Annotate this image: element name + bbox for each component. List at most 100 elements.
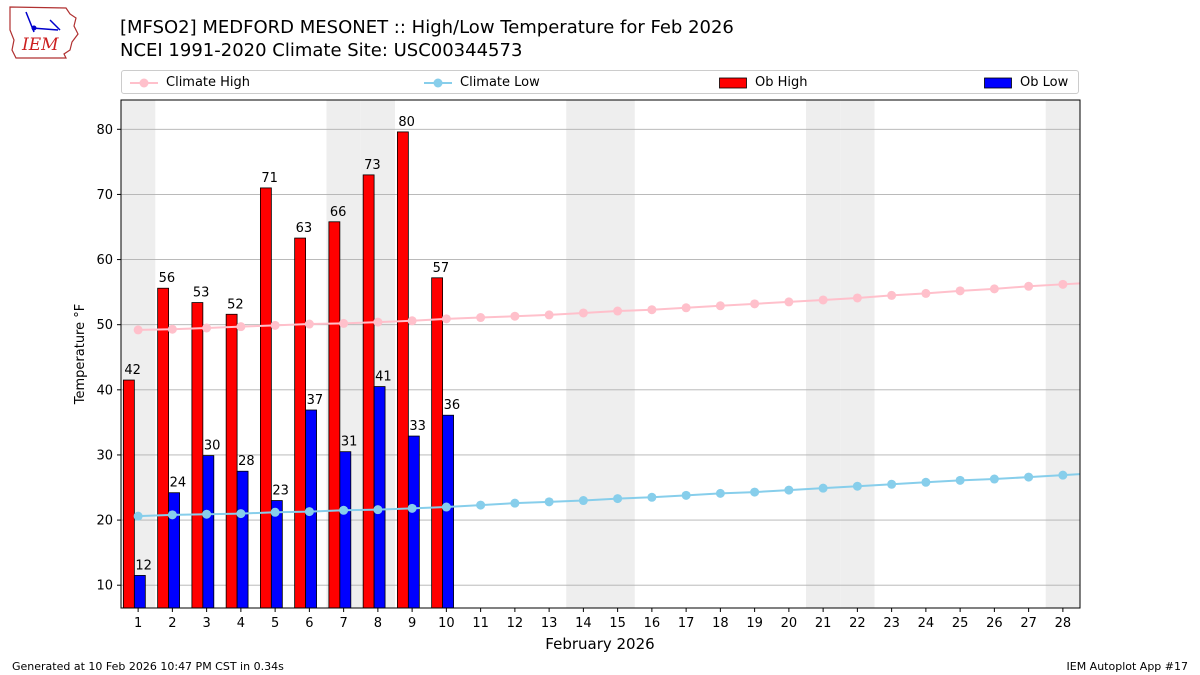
x-tick-label-26: 26 (986, 616, 1003, 631)
x-tick-label-23: 23 (883, 616, 900, 631)
ob-high-bar-9 (396, 131, 409, 609)
climate-high-point-1 (133, 325, 143, 335)
climate-high-point-25 (955, 286, 965, 296)
gridlines (121, 128, 1080, 586)
weekend-shade-21 (806, 100, 841, 608)
plot-frame (120, 99, 1081, 609)
climate-low-point-25 (955, 475, 965, 485)
x-tick-label-25: 25 (952, 616, 969, 631)
climate-high-point-18 (715, 301, 725, 311)
ob-low-label-1: 12 (135, 558, 152, 573)
chart-subtitle: NCEI 1991-2020 Climate Site: USC00344573 (120, 40, 523, 61)
y-tick-label-10: 10 (96, 579, 113, 594)
climate-high-point-28 (1058, 279, 1068, 289)
ob-low-bar-4 (236, 470, 249, 609)
x-tick-label-27: 27 (1020, 616, 1037, 631)
x-tick-label-5: 5 (271, 616, 279, 631)
ob-low-label-6: 37 (307, 393, 324, 408)
x-tick-label-28: 28 (1055, 616, 1072, 631)
climate-high-point-26 (989, 284, 999, 294)
ob-low-bar-7 (339, 451, 352, 609)
climate-high-point-15 (613, 306, 623, 316)
climate-low-point-16 (647, 492, 657, 502)
climate-high-point-9 (407, 316, 417, 326)
climate-low-point-26 (989, 474, 999, 484)
x-tick-label-22: 22 (849, 616, 866, 631)
x-tick-label-10: 10 (438, 616, 455, 631)
legend-ob-high: Ob High (719, 74, 808, 91)
ob-low-bar-1 (133, 575, 146, 609)
x-tick-label-16: 16 (644, 616, 661, 631)
climate-high-point-6 (304, 319, 314, 329)
ob-high-bar-8 (362, 174, 375, 609)
ob-high-label-10: 57 (433, 261, 450, 276)
ob-high-swatch-icon (719, 77, 747, 88)
x-tick-label-15: 15 (609, 616, 626, 631)
x-tick-label-19: 19 (746, 616, 763, 631)
climate-low-point-15 (613, 494, 623, 504)
weekend-shade-22 (840, 100, 875, 608)
bars (122, 131, 454, 609)
climate-low-point-10 (441, 502, 451, 512)
climate-high-point-4 (236, 322, 246, 332)
ob-low-label-9: 33 (409, 419, 426, 434)
x-tick-label-12: 12 (507, 616, 524, 631)
climate-low-point-14 (578, 496, 588, 506)
x-tick-label-7: 7 (339, 616, 347, 631)
legend-climate-low-label: Climate Low (460, 75, 540, 90)
ob-high-label-3: 53 (193, 286, 210, 301)
climate-low-point-3 (202, 509, 212, 519)
ob-low-label-2: 24 (170, 476, 187, 491)
climate-low-point-22 (852, 481, 862, 491)
ob-high-label-1: 42 (124, 363, 141, 378)
ob-low-label-5: 23 (272, 484, 289, 499)
ob-low-label-3: 30 (204, 439, 221, 454)
climate-low-point-24 (921, 477, 931, 487)
x-axis-label: February 2026 (545, 635, 654, 653)
climate-low-point-27 (1024, 472, 1034, 482)
climate-low-line-icon (424, 78, 452, 87)
ob-low-label-10: 36 (444, 398, 461, 413)
climate-low-point-8 (373, 505, 383, 515)
climate-high-point-24 (921, 288, 931, 298)
climate-low-point-4 (236, 509, 246, 519)
y-tick-label-70: 70 (96, 188, 113, 203)
climate-high-point-23 (887, 290, 897, 300)
y-tick-label-60: 60 (96, 253, 113, 268)
climate-lines (133, 279, 1081, 521)
climate-low-point-9 (407, 503, 417, 513)
ob-high-bar-6 (294, 237, 307, 609)
climate-low-point-18 (715, 488, 725, 498)
climate-low-point-20 (784, 485, 794, 495)
climate-high-point-10 (441, 314, 451, 324)
ob-high-bar-5 (259, 187, 272, 609)
weekend-shade-14 (566, 100, 601, 608)
legend-ob-high-label: Ob High (755, 75, 808, 90)
climate-high-point-13 (544, 310, 554, 320)
x-tick-label-11: 11 (472, 616, 489, 631)
climate-high-point-12 (510, 311, 520, 321)
climate-high-point-16 (647, 305, 657, 315)
ob-high-label-5: 71 (261, 171, 278, 186)
x-tick-label-3: 3 (202, 616, 210, 631)
x-tick-label-6: 6 (305, 616, 313, 631)
ob-high-label-2: 56 (159, 271, 176, 286)
generated-note: Generated at 10 Feb 2026 10:47 PM CST in… (12, 660, 284, 673)
climate-low-point-6 (304, 507, 314, 517)
x-tick-label-8: 8 (374, 616, 382, 631)
x-tick-label-17: 17 (678, 616, 695, 631)
weekend-shading (121, 100, 1080, 608)
ob-high-label-7: 66 (330, 205, 347, 220)
ob-high-bar-1 (122, 379, 135, 609)
climate-high-point-27 (1024, 281, 1034, 291)
y-axis-label: Temperature °F (73, 304, 88, 405)
legend-ob-low: Ob Low (984, 74, 1068, 91)
y-tick-label-40: 40 (96, 383, 113, 398)
chart-title: [MFSO2] MEDFORD MESONET :: High/Low Temp… (120, 17, 734, 38)
x-tick-label-18: 18 (712, 616, 729, 631)
climate-low-point-2 (167, 510, 177, 520)
legend-ob-low-label: Ob Low (1020, 75, 1069, 90)
climate-low-point-7 (339, 505, 349, 515)
logo-text: IEM (21, 35, 59, 55)
ob-high-label-8: 73 (364, 158, 381, 173)
